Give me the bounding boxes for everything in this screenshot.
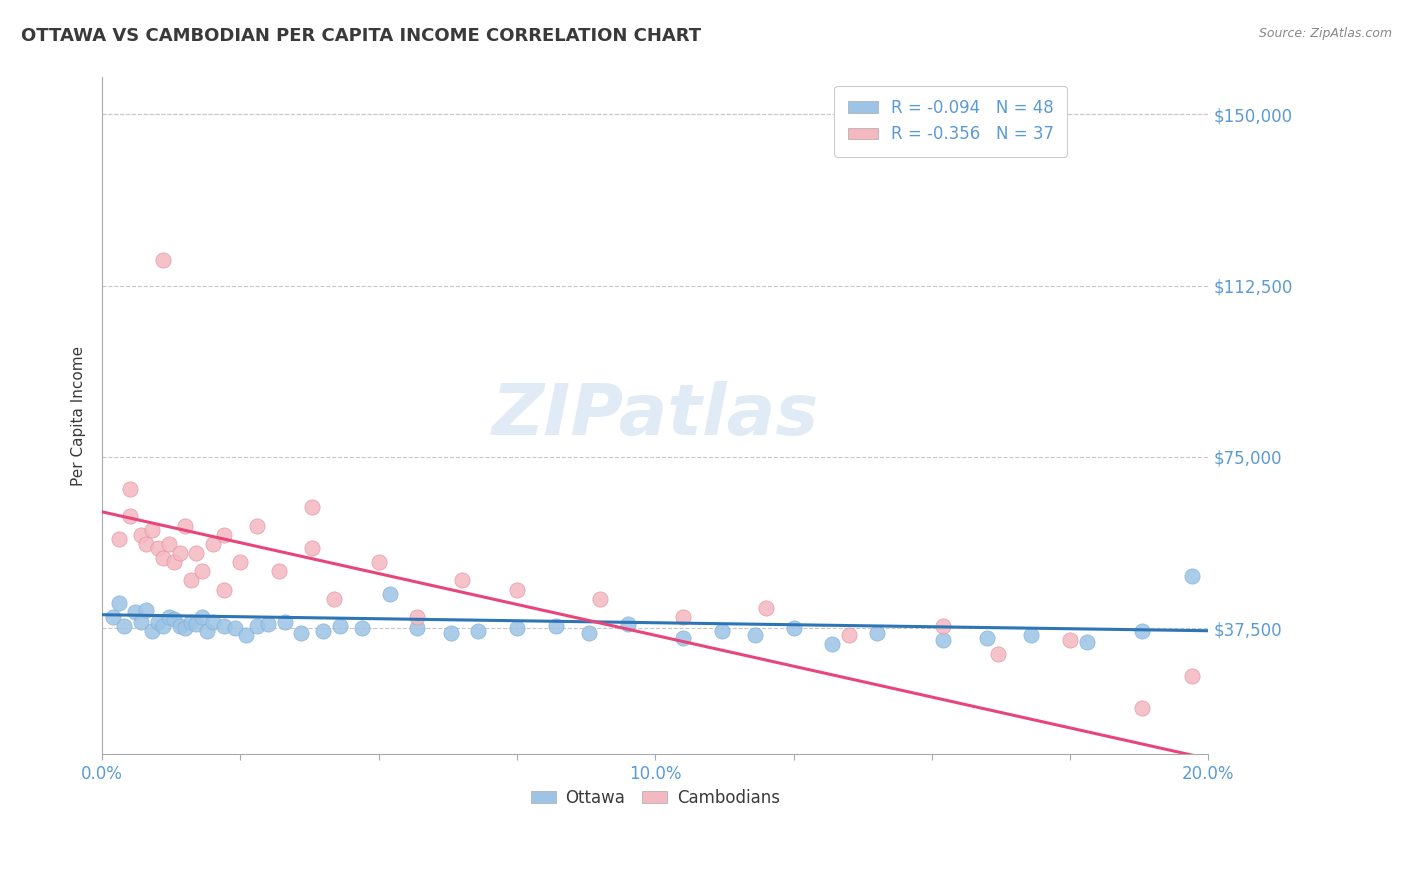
Point <box>450 574 472 588</box>
Point <box>174 518 197 533</box>
Point <box>506 622 529 636</box>
Point <box>440 626 463 640</box>
Point <box>195 624 218 638</box>
Point <box>169 546 191 560</box>
Point <box>987 647 1010 661</box>
Point <box>235 628 257 642</box>
Point <box>274 615 297 629</box>
Point <box>174 622 197 636</box>
Text: Source: ZipAtlas.com: Source: ZipAtlas.com <box>1258 27 1392 40</box>
Point <box>1181 569 1204 583</box>
Point <box>118 482 141 496</box>
Point <box>212 582 235 597</box>
Point <box>1130 624 1153 638</box>
Point <box>257 616 280 631</box>
Point <box>129 527 152 541</box>
Point <box>169 619 191 633</box>
Point <box>152 253 174 268</box>
Point <box>1181 669 1204 683</box>
Point <box>141 624 163 638</box>
Point <box>1059 632 1081 647</box>
Point <box>352 622 374 636</box>
Point <box>141 523 163 537</box>
Point <box>107 596 129 610</box>
Point <box>301 541 323 556</box>
Point <box>367 555 389 569</box>
Point <box>135 603 157 617</box>
Point <box>821 637 844 651</box>
Point <box>710 624 733 638</box>
Point <box>1021 628 1043 642</box>
Point <box>269 564 291 578</box>
Point <box>932 619 955 633</box>
Point <box>107 533 129 547</box>
Point <box>118 509 141 524</box>
Point <box>329 619 352 633</box>
Point <box>186 546 208 560</box>
Point <box>506 582 529 597</box>
Point <box>976 631 998 645</box>
Point <box>157 610 180 624</box>
Point <box>932 632 955 647</box>
Point <box>782 622 804 636</box>
Point <box>1130 701 1153 715</box>
Point <box>578 626 600 640</box>
Point <box>229 555 252 569</box>
Point <box>212 619 235 633</box>
Point <box>406 610 429 624</box>
Point <box>755 600 778 615</box>
Point <box>589 591 612 606</box>
Point <box>838 628 860 642</box>
Text: OTTAWA VS CAMBODIAN PER CAPITA INCOME CORRELATION CHART: OTTAWA VS CAMBODIAN PER CAPITA INCOME CO… <box>21 27 702 45</box>
Point <box>544 619 567 633</box>
Point <box>246 518 269 533</box>
Point <box>152 619 174 633</box>
Point <box>201 537 224 551</box>
Point <box>103 610 125 624</box>
Point <box>246 619 269 633</box>
Point <box>152 550 174 565</box>
Point <box>406 622 429 636</box>
Point <box>186 616 208 631</box>
Point <box>744 628 766 642</box>
Text: ZIPatlas: ZIPatlas <box>492 381 818 450</box>
Point <box>146 541 169 556</box>
Point <box>191 564 214 578</box>
Point <box>672 610 695 624</box>
Point <box>163 555 186 569</box>
Y-axis label: Per Capita Income: Per Capita Income <box>72 346 86 486</box>
Point <box>180 574 202 588</box>
Point <box>467 624 489 638</box>
Point <box>180 615 202 629</box>
Point <box>1076 635 1098 649</box>
Point <box>865 626 887 640</box>
Point <box>290 626 312 640</box>
Point <box>146 615 169 629</box>
Point <box>191 610 214 624</box>
Point <box>312 624 335 638</box>
Point <box>212 527 235 541</box>
Point <box>129 615 152 629</box>
Point <box>378 587 401 601</box>
Point <box>323 591 346 606</box>
Point <box>616 616 638 631</box>
Point <box>124 606 146 620</box>
Legend: Ottawa, Cambodians: Ottawa, Cambodians <box>524 782 787 814</box>
Point <box>112 619 135 633</box>
Point <box>672 631 695 645</box>
Point <box>224 622 246 636</box>
Point <box>157 537 180 551</box>
Point <box>201 615 224 629</box>
Point <box>135 537 157 551</box>
Point <box>163 612 186 626</box>
Point <box>301 500 323 515</box>
